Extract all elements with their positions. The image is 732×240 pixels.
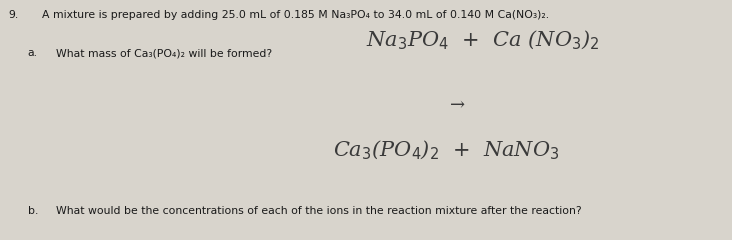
Text: a.: a. xyxy=(28,48,38,58)
Text: Na$_3$PO$_4$  +  Ca (NO$_3$)$_2$: Na$_3$PO$_4$ + Ca (NO$_3$)$_2$ xyxy=(366,29,600,52)
Text: What mass of Ca₃(PO₄)₂ will be formed?: What mass of Ca₃(PO₄)₂ will be formed? xyxy=(56,48,272,58)
Text: A mixture is prepared by adding 25.0 mL of 0.185 M Na₃PO₄ to 34.0 mL of 0.140 M : A mixture is prepared by adding 25.0 mL … xyxy=(42,10,550,20)
Text: →: → xyxy=(450,96,466,114)
Text: Ca$_3$(PO$_4$)$_2$  +  NaNO$_3$: Ca$_3$(PO$_4$)$_2$ + NaNO$_3$ xyxy=(333,139,559,162)
Text: 9.: 9. xyxy=(9,10,19,20)
Text: b.: b. xyxy=(28,206,38,216)
Text: What would be the concentrations of each of the ions in the reaction mixture aft: What would be the concentrations of each… xyxy=(56,206,581,216)
